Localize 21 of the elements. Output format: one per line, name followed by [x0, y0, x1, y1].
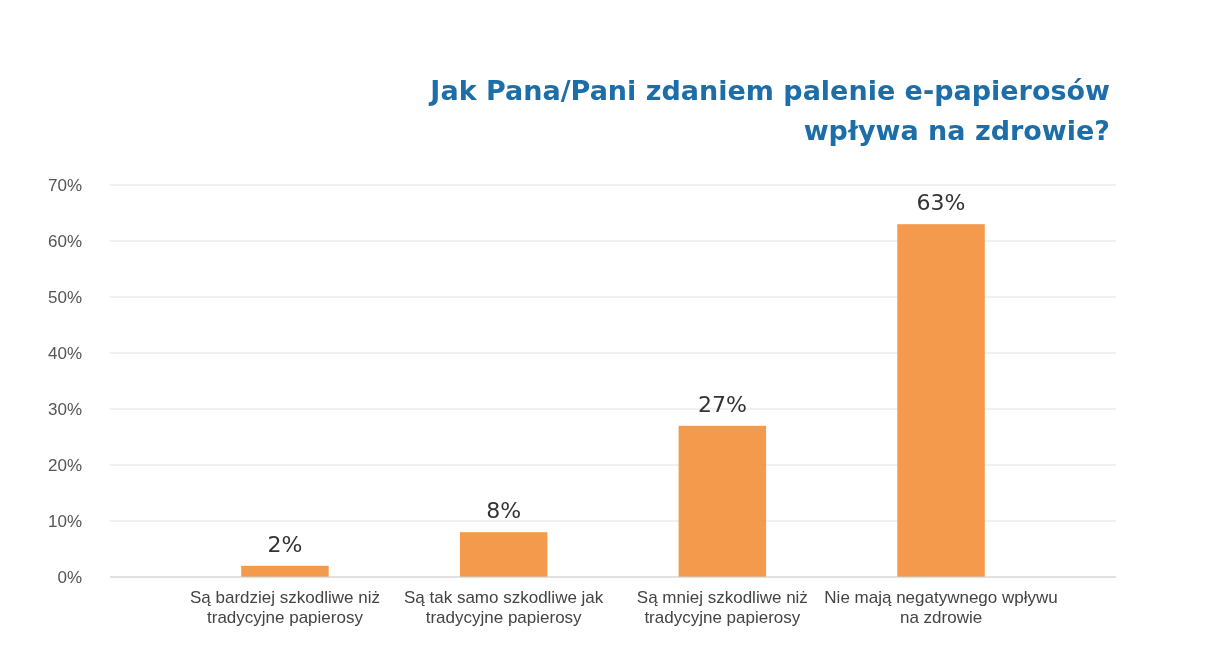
y-tick-label: 10% [47, 511, 82, 531]
y-tick-label: 70% [47, 175, 82, 195]
bar [459, 532, 548, 577]
data-label: 2% [267, 531, 303, 557]
bar [897, 224, 985, 577]
y-tick-label: 40% [47, 343, 82, 363]
y-tick-label: 20% [47, 455, 82, 475]
x-tick-label: Nie mają negatywnego wpływu na zdrowie [824, 588, 1058, 628]
bar [241, 565, 329, 577]
y-tick-label: 50% [47, 287, 82, 307]
x-tick-label: Są tak samo szkodliwe jak tradycyjne papierosy [403, 588, 604, 628]
chart-title: Jak Pana/Pani zdaniem palenie e-papierosów wpływa na zdrowie? [428, 75, 1110, 146]
data-label: 8% [486, 498, 522, 524]
data-label: 63% [916, 190, 966, 216]
y-tick-label: 0% [57, 567, 82, 587]
data-label: 27% [697, 391, 747, 417]
y-tick-label: 30% [47, 399, 82, 419]
bar [678, 425, 767, 577]
x-tick-label: Są mniej szkodliwe niż tradycyjne papierosy [636, 588, 808, 628]
x-tick-label: Są bardziej szkodliwe niż tradycyjne papierosy [190, 588, 380, 628]
y-tick-label: 60% [47, 231, 82, 251]
